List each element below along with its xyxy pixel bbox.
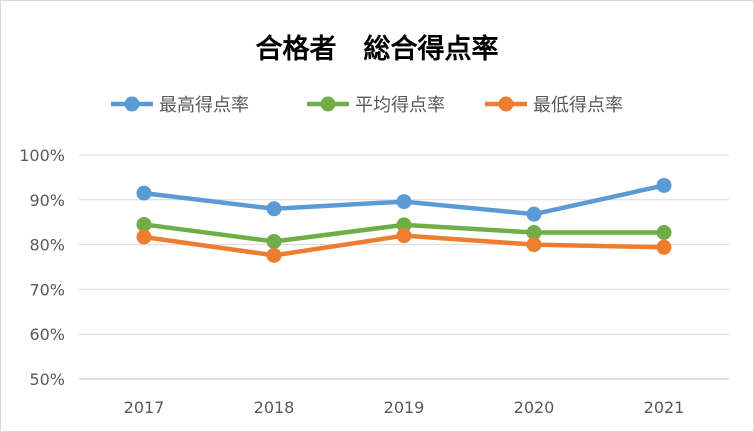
y-tick-label: 80% (29, 236, 65, 255)
y-tick-label: 100% (19, 146, 65, 165)
data-point (136, 216, 152, 232)
legend-label: 平均得点率 (355, 95, 445, 116)
y-axis: 50% 60% 70% 80% 90% 100% (19, 146, 65, 389)
y-tick-label: 90% (29, 191, 65, 210)
gridlines (79, 154, 729, 380)
data-point (266, 201, 282, 217)
x-tick-label: 2018 (254, 398, 295, 417)
series-最低得点率 (136, 228, 672, 263)
series-平均得点率 (136, 216, 672, 249)
x-axis: 2017 2018 2019 2020 2021 (124, 398, 685, 417)
data-point (266, 247, 282, 263)
data-point (656, 177, 672, 193)
data-point (136, 229, 152, 245)
legend-item: 最高得点率 (111, 95, 249, 116)
chart-title: 合格者 総合得点率 (256, 33, 499, 65)
data-point (396, 228, 412, 244)
data-point (526, 237, 542, 253)
x-tick-label: 2019 (384, 398, 425, 417)
legend-item: 最低得点率 (485, 95, 623, 116)
x-tick-label: 2017 (124, 398, 165, 417)
data-point (396, 217, 412, 233)
legend: 最高得点率 平均得点率 最低得点率 (111, 95, 623, 116)
legend-swatch-marker (498, 96, 514, 112)
legend-swatch-marker (124, 96, 140, 112)
data-point (526, 206, 542, 222)
y-tick-label: 50% (29, 370, 65, 389)
x-tick-label: 2021 (644, 398, 685, 417)
legend-swatch-marker (320, 96, 336, 112)
legend-item: 平均得点率 (307, 95, 445, 116)
data-point (136, 185, 152, 201)
series-layer (136, 177, 672, 263)
data-point (656, 239, 672, 255)
legend-label: 最高得点率 (159, 95, 249, 116)
series-最高得点率 (136, 177, 672, 222)
data-point (656, 225, 672, 241)
legend-label: 最低得点率 (533, 95, 623, 116)
data-point (266, 233, 282, 249)
y-tick-label: 70% (29, 280, 65, 299)
data-point (396, 194, 412, 210)
x-tick-label: 2020 (514, 398, 555, 417)
y-tick-label: 60% (29, 325, 65, 344)
data-point (526, 225, 542, 241)
